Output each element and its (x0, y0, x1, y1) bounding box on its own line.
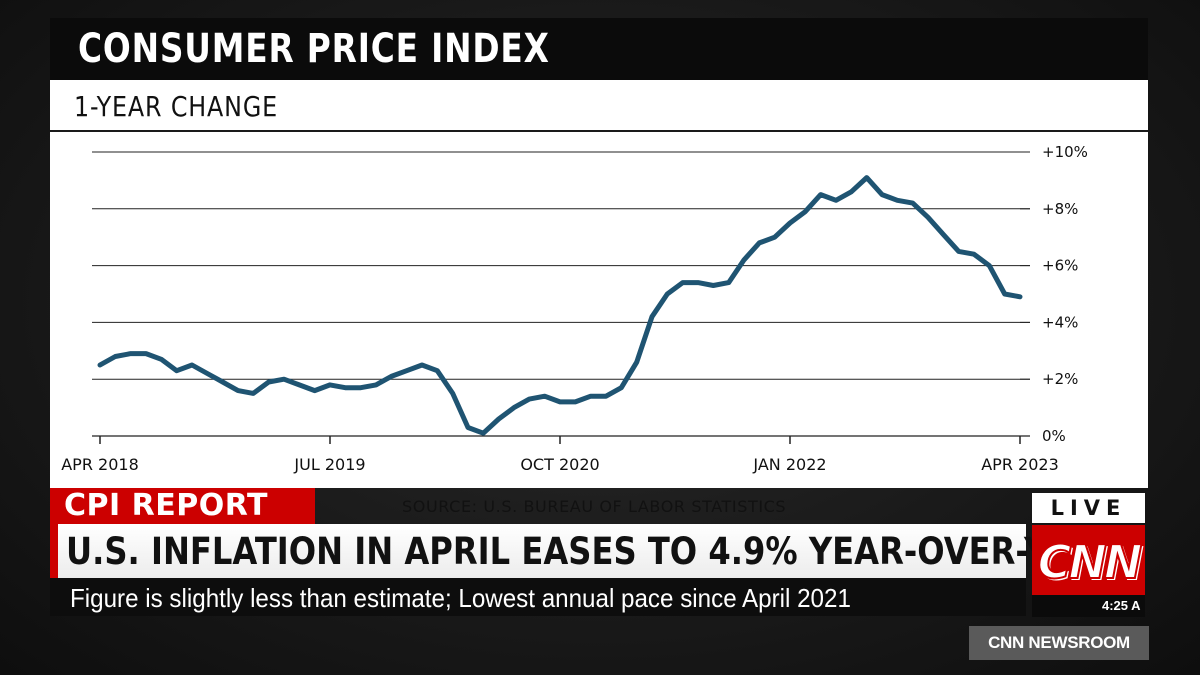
y-tick-label: +6% (1042, 257, 1078, 275)
show-name: CNN NEWSROOM (969, 626, 1149, 660)
source-note: SOURCE: U.S. BUREAU OF LABOR STATISTICS (402, 497, 787, 516)
cnn-logo-text: CNN (1037, 534, 1144, 590)
y-tick-label: +8% (1042, 200, 1078, 218)
headline-bar: U.S. INFLATION IN APRIL EASES TO 4.9% YE… (50, 524, 1119, 578)
report-tag: CPI REPORT (50, 488, 315, 524)
x-tick-label: OCT 2020 (520, 455, 599, 474)
live-badge: LIVE (1032, 493, 1145, 523)
headline: U.S. INFLATION IN APRIL EASES TO 4.9% YE… (66, 530, 1120, 573)
x-tick-label: APR 2023 (981, 455, 1059, 474)
line-chart: 0% +2% +4% +6% +8% +10% APR 2018 JUL 2019 OCT 20… (61, 143, 1088, 474)
chart-title: CONSUMER PRICE INDEX (78, 26, 550, 72)
subline-bar: Figure is slightly less than estimate; L… (50, 578, 1026, 616)
x-tick-label: JUL 2019 (293, 455, 365, 474)
y-tick-label: +2% (1042, 370, 1078, 388)
subtitle-row: 1-YEAR CHANGE (50, 80, 1148, 132)
lower-third: CPI REPORT SOURCE: U.S. BUREAU OF LABOR … (50, 488, 1148, 618)
y-tick-label: +4% (1042, 313, 1078, 331)
y-tick-label: +10% (1042, 143, 1088, 161)
cnn-logo: CNN (1032, 525, 1145, 595)
y-tick-label: 0% (1042, 427, 1066, 445)
subline: Figure is slightly less than estimate; L… (70, 583, 851, 613)
chart-subtitle: 1-YEAR CHANGE (74, 90, 278, 123)
title-bar: CONSUMER PRICE INDEX (50, 18, 1148, 80)
x-tick-label: APR 2018 (61, 455, 139, 474)
clock: 4:25 A (1032, 595, 1145, 617)
x-tick-label: JAN 2022 (752, 455, 826, 474)
cpi-series-line (97, 175, 1023, 436)
chart-panel: 1-YEAR CHANGE 0% +2% +4% +6% +8% +10% APR 2018… (50, 80, 1148, 488)
